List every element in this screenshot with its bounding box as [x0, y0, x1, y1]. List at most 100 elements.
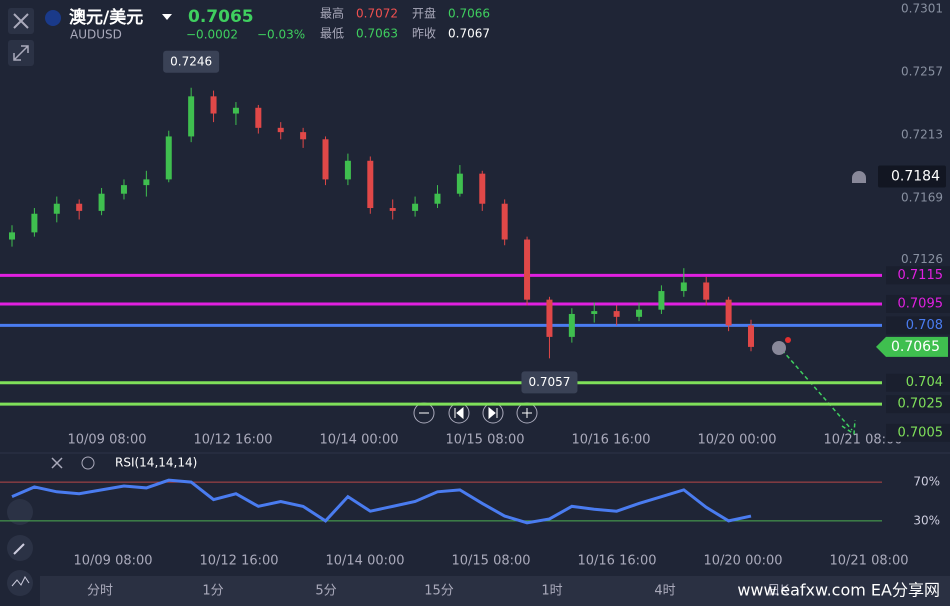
toolbar	[40, 576, 950, 606]
toolbar-item[interactable]: 1分	[202, 584, 223, 599]
candle-body	[277, 127, 284, 133]
stat-label: 开盘	[412, 6, 436, 21]
y-tick-label: 0.7213	[901, 128, 943, 142]
candle-body	[143, 179, 150, 186]
y-tick-label: 0.7169	[901, 191, 943, 205]
candle-body	[367, 160, 374, 209]
trend-arrow	[781, 349, 856, 436]
x-tick-label: 10/15 08:00	[445, 433, 524, 448]
zoom-controls	[413, 402, 538, 424]
change-pct: −0.03%	[257, 28, 305, 42]
rsi-close[interactable]	[51, 457, 63, 469]
rsi-settings[interactable]	[81, 456, 95, 470]
candle-body	[658, 291, 665, 310]
info-dot	[785, 337, 791, 343]
level-tag	[886, 316, 950, 335]
x-tick-label: 10/16 16:00	[577, 554, 656, 569]
rsi-line	[11, 478, 752, 525]
stat-label: 最低	[320, 27, 344, 41]
level-tag	[886, 266, 950, 285]
x-tick-label: 10/14 00:00	[319, 433, 398, 448]
candle-body	[434, 193, 441, 204]
side-button[interactable]	[7, 499, 33, 525]
candle-body	[613, 311, 620, 317]
toolbar-item[interactable]: 15分	[424, 584, 454, 599]
candle-body	[98, 193, 105, 211]
candle-body	[636, 309, 643, 317]
level-label: 0.704	[906, 375, 943, 390]
candle-body	[322, 139, 329, 180]
toolbar-item[interactable]: 5分	[315, 584, 336, 599]
candle-body	[568, 313, 575, 337]
x-tick-label: 10/15 08:00	[451, 554, 530, 569]
extreme-box	[163, 50, 220, 73]
candle-body	[165, 136, 172, 180]
level-tag	[886, 395, 950, 414]
candle-body	[479, 173, 486, 204]
x-tick-label: 10/20 00:00	[703, 554, 782, 569]
x-tick-label: 10/12 16:00	[199, 554, 278, 569]
toolbar-item[interactable]: 4时	[654, 584, 675, 599]
watermark: www.eafxw.com EA分享网	[737, 581, 940, 600]
candle-body	[76, 203, 83, 211]
symbol-code: AUDUSD	[70, 28, 122, 42]
alert-tag	[878, 165, 946, 188]
alert-label: 0.7184	[891, 169, 940, 185]
stat-value: 0.7063	[356, 27, 398, 41]
dropdown[interactable]	[162, 14, 172, 20]
level-label: 0.7005	[898, 425, 944, 440]
candle-body	[255, 107, 262, 128]
candle-body	[456, 173, 463, 194]
candle-body	[412, 203, 419, 211]
candle-body	[232, 107, 239, 114]
x-tick-label: 10/21 08:00	[823, 433, 902, 448]
x-tick-label: 10/09 08:00	[67, 433, 146, 448]
collapse-icon	[13, 45, 29, 61]
close-icon	[13, 13, 29, 29]
extreme-label: 0.7246	[170, 54, 212, 68]
level-label: 0.708	[906, 318, 943, 333]
toolbar-item[interactable]: 分时	[87, 584, 113, 599]
toolbar-item[interactable]: 日K	[767, 584, 789, 599]
level-tag	[886, 294, 950, 313]
x-tick-label: 10/12 16:00	[193, 433, 272, 448]
candle-body	[501, 203, 508, 240]
symbol-name: 澳元/美元	[69, 7, 143, 28]
y-tick-label: 0.7126	[901, 252, 943, 266]
level-tag	[886, 423, 950, 442]
level-label: 0.7025	[898, 397, 944, 412]
x-tick-label: 10/20 00:00	[697, 433, 776, 448]
candle-body	[524, 239, 531, 300]
extreme-label: 0.7057	[528, 375, 570, 389]
x-tick-label: 10/21 08:00	[829, 554, 908, 569]
change: −0.0002	[186, 28, 238, 42]
candle-body	[9, 232, 15, 240]
stat-value: 0.7067	[448, 27, 490, 41]
candle-body	[748, 325, 754, 347]
candle-body	[31, 213, 38, 233]
candle-body	[591, 311, 598, 314]
stat-label: 昨收	[412, 27, 436, 41]
candle-body	[546, 299, 553, 337]
info-icon[interactable]	[772, 341, 786, 355]
stat-value: 0.7066	[448, 7, 490, 21]
x-tick-label: 10/16 16:00	[571, 433, 650, 448]
toolbar-item[interactable]: 1时	[541, 584, 562, 599]
y-tick-label: 0.7301	[901, 2, 943, 16]
last-tag	[876, 336, 948, 357]
rsi-tick-label: 30%	[913, 513, 940, 527]
extreme-box	[521, 371, 578, 394]
candle-body	[300, 132, 307, 140]
candle-body	[344, 160, 351, 180]
flag	[45, 10, 61, 26]
stat-label: 最高	[320, 6, 344, 21]
level-label: 0.7095	[898, 296, 944, 311]
candle-body	[53, 203, 60, 214]
candle-body	[188, 96, 195, 137]
bell-icon[interactable]	[849, 171, 869, 183]
candle-body	[120, 185, 127, 194]
candle-body	[725, 299, 732, 326]
level-label: 0.7115	[898, 268, 944, 283]
last-label: 0.7065	[891, 339, 940, 355]
